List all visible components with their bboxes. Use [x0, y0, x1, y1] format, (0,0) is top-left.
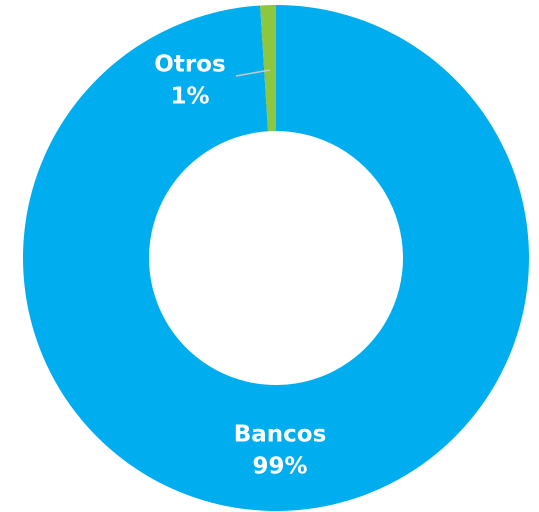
donut-slice: [260, 5, 276, 132]
slice-label: Otros: [154, 52, 225, 78]
slices: [23, 5, 530, 511]
slice-label: Bancos: [234, 422, 327, 448]
donut-slice: [23, 5, 530, 511]
slice-value-label: 1%: [170, 84, 209, 110]
leader-line: [235, 69, 271, 77]
slice-value-label: 99%: [252, 454, 307, 480]
